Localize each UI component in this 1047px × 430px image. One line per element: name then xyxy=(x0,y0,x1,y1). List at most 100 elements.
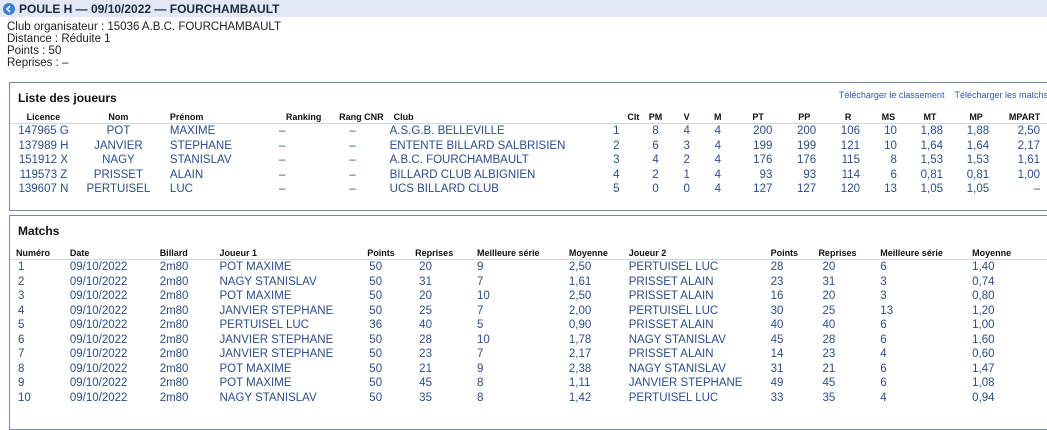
match-cell: 09/10/2022 xyxy=(69,391,128,404)
match-cell: NAGY STANISLAV xyxy=(628,362,726,375)
player-cell: 1 xyxy=(613,125,620,138)
player-cell: STANISLAV xyxy=(169,154,232,167)
match-row[interactable]: 5 09/10/2022 2m80 PERTUISEL LUC 36 40 5 0,90 PRI… xyxy=(10,318,1047,333)
player-header-v: V xyxy=(683,112,690,122)
player-cell: 1,88 xyxy=(920,125,943,138)
player-cell: 8 xyxy=(652,125,659,138)
match-cell: POT MAXIME xyxy=(219,261,292,274)
match-cell: 9 xyxy=(477,261,484,274)
match-header-moyenne: Moyenne xyxy=(972,248,1012,258)
player-header-licence: Licence xyxy=(26,112,61,122)
match-cell: 10 xyxy=(477,290,490,303)
match-cell: 2m80 xyxy=(159,261,189,274)
player-cell: – xyxy=(349,139,356,152)
match-cell: 09/10/2022 xyxy=(69,290,128,303)
match-cell: POT MAXIME xyxy=(219,362,292,375)
match-row[interactable]: 8 09/10/2022 2m80 POT MAXIME 50 21 9 2,38 NAGY S… xyxy=(10,362,1047,377)
match-row[interactable]: 4 09/10/2022 2m80 JANVIER STEPHANE 50 25 7 2,00… xyxy=(10,304,1047,319)
match-row[interactable]: 2 09/10/2022 2m80 NAGY STANISLAV 50 31 7 1,61 PR… xyxy=(10,275,1047,290)
match-cell: 1,61 xyxy=(568,275,592,288)
player-cell: 4 xyxy=(714,168,721,181)
matches-title: Matchs xyxy=(18,224,60,238)
match-header-joueur-2: Joueur 2 xyxy=(628,248,667,258)
match-cell: PERTUISEL LUC xyxy=(628,261,719,274)
player-cell: 13 xyxy=(884,183,897,196)
match-cell: PERTUISEL LUC xyxy=(628,391,719,404)
match-cell: 2m80 xyxy=(159,391,189,404)
match-cell: 09/10/2022 xyxy=(69,333,128,346)
match-row[interactable]: 10 09/10/2022 2m80 NAGY STANISLAV 50 35 8 1,42 P… xyxy=(10,391,1047,406)
player-cell: 199 xyxy=(753,139,773,152)
player-row[interactable]: 139607 N PERTUISEL LUC – – UCS BILLARD CLUB 5 0… xyxy=(10,182,1047,197)
match-cell: 50 xyxy=(369,348,383,361)
player-cell: 1,00 xyxy=(1017,168,1040,181)
download-matches-link[interactable]: Télécharger les matchs xyxy=(954,90,1047,100)
match-row[interactable]: 3 09/10/2022 2m80 POT MAXIME 50 20 10 2,50 PRISS… xyxy=(10,289,1047,304)
match-header-joueur-1: Joueur 1 xyxy=(219,248,258,258)
match-cell: 9 xyxy=(477,362,484,375)
player-header-pp: PP xyxy=(798,112,811,122)
match-cell: 2m80 xyxy=(159,319,189,332)
player-cell: A.B.C. FOURCHAMBAULT xyxy=(389,154,529,167)
distance-line: Distance : Réduite 1 xyxy=(7,33,111,45)
match-header-reprises: Reprises xyxy=(818,248,857,258)
player-header-r: R xyxy=(844,112,852,122)
match-cell: 50 xyxy=(369,362,383,375)
player-cell: MAXIME xyxy=(169,125,216,138)
match-cell: 10 xyxy=(477,333,490,346)
match-cell: 16 xyxy=(770,290,784,303)
match-row[interactable]: 1 09/10/2022 2m80 POT MAXIME 50 20 9 2,50 PERTUI… xyxy=(10,260,1047,275)
match-cell: 28 xyxy=(770,261,784,274)
match-cell: 28 xyxy=(822,333,836,346)
match-row[interactable]: 9 09/10/2022 2m80 POT MAXIME 50 45 8 1,11 JANVIE… xyxy=(10,376,1047,391)
player-cell: 2,17 xyxy=(1017,139,1040,152)
player-cell: 0,81 xyxy=(920,168,943,181)
match-row[interactable]: 6 09/10/2022 2m80 JANVIER STEPHANE 50 28 10 1,7… xyxy=(10,333,1047,348)
match-cell: 50 xyxy=(369,333,383,346)
match-cell: 09/10/2022 xyxy=(69,319,128,332)
match-cell: 20 xyxy=(822,261,836,274)
match-cell: 3 xyxy=(880,275,887,288)
player-cell: 10 xyxy=(884,139,897,152)
player-cell: ENTENTE BILLARD SALBRISIEN xyxy=(389,139,566,152)
match-cell: 1,40 xyxy=(972,261,995,274)
player-cell: – xyxy=(278,168,286,181)
player-cell: LUC xyxy=(169,183,193,196)
match-cell: 50 xyxy=(369,391,383,404)
match-cell: 45 xyxy=(419,377,432,390)
download-ranking-link[interactable]: Télécharger le classement xyxy=(838,90,945,100)
match-cell: 4 xyxy=(880,348,887,361)
match-cell: 6 xyxy=(880,333,887,346)
player-header-ranking: Ranking xyxy=(285,112,322,122)
match-cell: 1,11 xyxy=(568,377,591,390)
player-cell: 2 xyxy=(683,154,690,167)
match-cell: 25 xyxy=(822,304,836,317)
match-cell: 21 xyxy=(822,362,836,375)
match-cell: 09/10/2022 xyxy=(69,377,128,390)
match-cell: 6 xyxy=(18,333,25,346)
match-cell: 09/10/2022 xyxy=(69,275,128,288)
match-cell: POT MAXIME xyxy=(219,377,292,390)
players-table: Licence Nom Prénom Ranking Rang CNR Club Clt PM… xyxy=(10,111,1047,197)
match-cell: 28 xyxy=(419,333,432,346)
match-row[interactable]: 7 09/10/2022 2m80 JANVIER STEPHANE 50 23 7 2,17… xyxy=(10,347,1047,362)
player-header-pm: PM xyxy=(648,112,663,122)
back-arrow-icon[interactable] xyxy=(3,2,15,15)
match-cell: 6 xyxy=(880,377,887,390)
match-cell: 40 xyxy=(419,319,432,332)
player-cell: 6 xyxy=(890,168,897,181)
player-cell: 139607 N xyxy=(18,183,69,196)
player-cell: 106 xyxy=(840,125,860,138)
match-cell: 13 xyxy=(880,304,894,317)
player-cell: PRISSET xyxy=(93,168,144,181)
player-cell: 2 xyxy=(652,168,659,181)
player-cell: 1,64 xyxy=(966,139,990,152)
match-cell: 35 xyxy=(419,391,432,404)
match-cell: JANVIER STEPHANE xyxy=(219,348,334,361)
match-cell: 4 xyxy=(880,391,887,404)
player-row[interactable]: 147965 G POT MAXIME – – A.S.G.B. BELLEVILLE 1 8… xyxy=(10,124,1047,139)
player-row[interactable]: 137989 H JANVIER STEPHANE – – ENTENTE BILLARD… xyxy=(10,139,1047,154)
player-row[interactable]: 119573 Z PRISSET ALAIN – – BILLARD CLUB ALBIG… xyxy=(10,168,1047,183)
player-cell: 176 xyxy=(753,154,773,167)
player-row[interactable]: 151912 X NAGY STANISLAV – – A.B.C. FOURCHAMBA… xyxy=(10,153,1047,168)
